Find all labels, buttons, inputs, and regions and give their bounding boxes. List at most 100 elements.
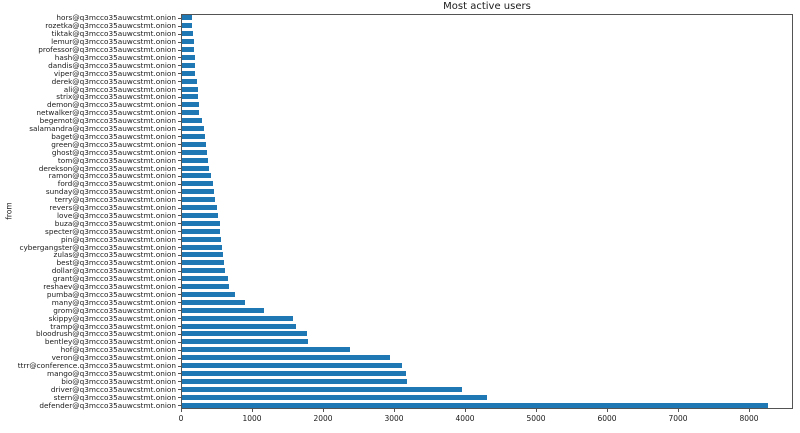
y-tick-label: demon@q3mcco35auwcstmt.onion (46, 100, 176, 110)
y-tick-mark (178, 247, 181, 248)
y-tick-mark (178, 144, 181, 145)
y-tick-mark (178, 176, 181, 177)
y-tick-mark (178, 18, 181, 19)
y-tick-label: bio@q3mcco35auwcstmt.onion (61, 376, 176, 386)
y-tick-label: mango@q3mcco35auwcstmt.onion (47, 368, 176, 378)
x-tick-label: 5000 (526, 414, 546, 423)
y-tick-label: best@q3mcco35auwcstmt.onion (56, 258, 176, 268)
y-tick-label: bentley@q3mcco35auwcstmt.onion (44, 337, 176, 347)
y-tick-label: pin@q3mcco35auwcstmt.onion (61, 234, 176, 244)
x-tick-mark (252, 409, 253, 412)
y-tick-mark (178, 397, 181, 398)
y-tick-label: salamandra@q3mcco35auwcstmt.onion (29, 124, 176, 134)
y-tick-label: veron@q3mcco35auwcstmt.onion (51, 353, 176, 363)
bar (182, 141, 206, 147)
y-tick-label: netwalker@q3mcco35auwcstmt.onion (36, 108, 176, 118)
plot-area (181, 14, 793, 409)
bar (182, 244, 222, 250)
y-tick-label: ford@q3mcco35auwcstmt.onion (57, 179, 176, 189)
bar (182, 363, 402, 369)
y-tick-mark (178, 342, 181, 343)
bar (182, 47, 194, 53)
bar (182, 347, 350, 353)
y-tick-mark (178, 310, 181, 311)
bar (182, 386, 462, 392)
bar (182, 307, 264, 313)
y-tick-mark (178, 255, 181, 256)
y-axis-label: from (4, 202, 14, 220)
y-tick-mark (178, 129, 181, 130)
y-tick-label: zulas@q3mcco35auwcstmt.onion (53, 250, 176, 260)
bar (182, 205, 217, 211)
bar (182, 78, 197, 84)
bar (182, 54, 195, 60)
y-tick-label: grant@q3mcco35auwcstmt.onion (52, 274, 176, 284)
y-tick-mark (178, 239, 181, 240)
y-tick-label: viper@q3mcco35auwcstmt.onion (53, 68, 176, 78)
y-tick-mark (178, 208, 181, 209)
bar (182, 70, 195, 76)
bar (182, 15, 192, 21)
y-tick-mark (178, 358, 181, 359)
y-tick-label: ramon@q3mcco35auwcstmt.onion (48, 171, 176, 181)
bar (182, 236, 221, 242)
y-tick-mark (178, 184, 181, 185)
y-tick-label: ali@q3mcco35auwcstmt.onion (63, 84, 176, 94)
y-tick-label: dollar@q3mcco35auwcstmt.onion (51, 266, 176, 276)
bar (182, 39, 194, 45)
y-tick-mark (178, 50, 181, 51)
bar (182, 220, 220, 226)
y-tick-label: pumba@q3mcco35auwcstmt.onion (46, 289, 176, 299)
y-tick-label: derekson@q3mcco35auwcstmt.onion (38, 163, 176, 173)
y-tick-mark (178, 136, 181, 137)
y-tick-mark (178, 26, 181, 27)
y-tick-mark (178, 73, 181, 74)
bar (182, 315, 293, 321)
y-tick-mark (178, 350, 181, 351)
bar (182, 394, 487, 400)
y-tick-mark (178, 294, 181, 295)
y-tick-label: defender@q3mcco35auwcstmt.onion (39, 400, 176, 410)
y-tick-label: tiktak@q3mcco35auwcstmt.onion (51, 29, 176, 39)
x-tick-label: 0 (178, 414, 184, 423)
y-tick-label: hof@q3mcco35auwcstmt.onion (60, 345, 176, 355)
x-tick-mark (536, 409, 537, 412)
y-tick-mark (178, 105, 181, 106)
bar (182, 86, 198, 92)
y-tick-label: revers@q3mcco35auwcstmt.onion (49, 203, 176, 213)
bar (182, 118, 202, 124)
bar (182, 284, 229, 290)
bar (182, 149, 207, 155)
y-tick-mark (178, 65, 181, 66)
bar (182, 355, 390, 361)
y-tick-mark (178, 326, 181, 327)
bar (182, 23, 192, 29)
bar (182, 299, 245, 305)
y-tick-mark (178, 223, 181, 224)
bar (182, 323, 296, 329)
y-tick-mark (178, 160, 181, 161)
y-tick-label: hash@q3mcco35auwcstmt.onion (54, 52, 176, 62)
y-tick-mark (178, 279, 181, 280)
x-tick-label: 2000 (313, 414, 333, 423)
bar (182, 189, 214, 195)
y-tick-mark (178, 405, 181, 406)
y-tick-label: derek@q3mcco35auwcstmt.onion (51, 76, 176, 86)
y-tick-label: professor@q3mcco35auwcstmt.onion (38, 45, 176, 55)
y-tick-mark (178, 287, 181, 288)
y-tick-mark (178, 81, 181, 82)
y-tick-mark (178, 215, 181, 216)
bar (182, 126, 204, 132)
y-tick-label: driver@q3mcco35auwcstmt.onion (50, 384, 176, 394)
bar (182, 339, 308, 345)
x-tick-label: 4000 (455, 414, 475, 423)
bar (182, 110, 199, 116)
bar (182, 133, 205, 139)
bar (182, 197, 215, 203)
y-tick-label: bloodrush@q3mcco35auwcstmt.onion (36, 329, 176, 339)
y-tick-mark (178, 42, 181, 43)
chart-title: Most active users (443, 1, 531, 12)
y-tick-label: rozetka@q3mcco35auwcstmt.onion (45, 21, 176, 31)
x-tick-label: 6000 (597, 414, 617, 423)
y-tick-mark (178, 113, 181, 114)
